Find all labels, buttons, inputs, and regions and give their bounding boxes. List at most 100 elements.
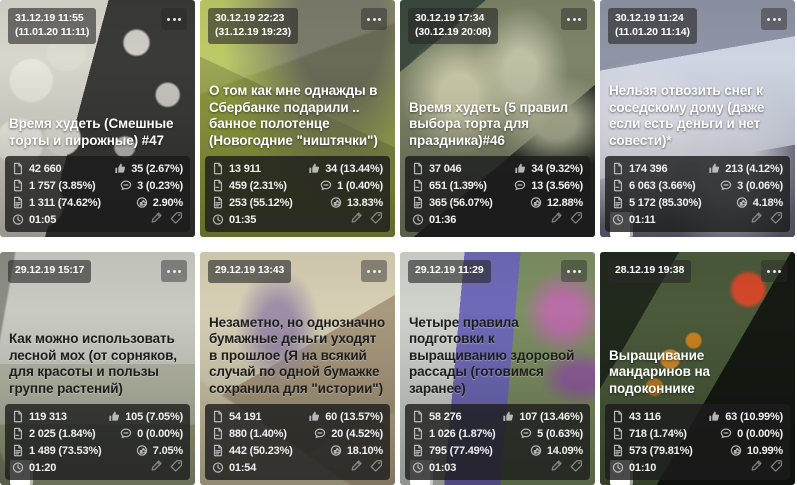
publication-title[interactable]: Нельзя отвозить снег к соседскому дому (… <box>609 83 765 148</box>
stat-read-time: 01:05 <box>12 213 56 226</box>
tag-icon[interactable] <box>370 459 383 477</box>
kebab-menu-icon[interactable] <box>761 8 787 30</box>
stat-reads-value: 880 (1.40%) <box>229 427 287 440</box>
kebab-dot <box>167 17 170 21</box>
page-read-icon <box>612 427 624 440</box>
publication-title[interactable]: Время худеть (Смешные торты и пирожные) … <box>9 116 174 148</box>
tag-icon[interactable] <box>170 211 183 229</box>
publication-stats-panel: 174 396 213 (4.12%) 6 063 (3.66%) 3 (0.0… <box>605 156 790 232</box>
stats-row-fullreads-engagement: 573 (79.81%) 10.99% <box>612 443 783 458</box>
kebab-dot <box>572 17 576 21</box>
page-read-icon <box>12 179 24 192</box>
stat-engagement-value: 7.05% <box>152 444 183 457</box>
stats-row-fullreads-engagement: 1 311 (74.62%) 2.90% <box>12 195 183 210</box>
stats-row-reads-comments: 459 (2.31%) 1 (0.40%) <box>212 178 383 193</box>
thumbs-up-circle-icon <box>136 444 148 457</box>
stat-engagement-value: 4.18% <box>752 196 783 209</box>
stat-reads: 459 (2.31%) <box>212 179 287 192</box>
publication-card[interactable]: 29.12.19 15:17 Как можно использовать ле… <box>0 252 195 485</box>
kebab-dot <box>767 17 770 21</box>
page-read-icon <box>412 427 424 440</box>
thumbs-up-icon <box>108 410 120 423</box>
stat-full-reads-value: 1 311 (74.62%) <box>29 196 101 209</box>
stat-comments: 3 (0.23%) <box>120 179 183 192</box>
tag-icon[interactable] <box>170 459 183 477</box>
publication-card[interactable]: 30.12.19 17:34 (30.12.19 20:08) Время ху… <box>400 0 595 237</box>
share-link-icon[interactable] <box>350 459 363 477</box>
stats-row-views-likes: 119 313 105 (7.05%) <box>12 409 183 424</box>
publication-card[interactable]: 30.12.19 22:23 (31.12.19 19:23) О том ка… <box>200 0 395 237</box>
tag-icon[interactable] <box>570 459 583 477</box>
stat-likes-value: 34 (13.44%) <box>325 162 383 175</box>
share-link-icon[interactable] <box>150 459 163 477</box>
clock-icon <box>12 461 24 474</box>
stats-row-reads-comments: 2 025 (1.84%) 0 (0.00%) <box>12 426 183 441</box>
publication-date-badge: 29.12.19 11:29 <box>408 260 491 283</box>
stat-full-reads: 1 311 (74.62%) <box>12 196 101 209</box>
stats-row-time-actions: 01:03 <box>412 459 583 477</box>
document-icon <box>612 410 624 423</box>
publication-title[interactable]: Как можно использовать лесной мох (от со… <box>9 331 177 396</box>
stats-row-time-actions: 01:20 <box>12 459 183 477</box>
stat-views: 37 046 <box>412 162 462 175</box>
publication-title[interactable]: Незаметно, но однозначно бумажные деньги… <box>209 314 386 396</box>
publication-title[interactable]: Выращивание мандаринов на подоконнике <box>609 347 710 396</box>
kebab-dot <box>567 17 570 21</box>
publication-title[interactable]: О том как мне однажды в Сбербанке подари… <box>209 83 378 148</box>
publication-card[interactable]: 29.12.19 11:29 Четыре правила подготовки… <box>400 252 595 485</box>
stats-row-fullreads-engagement: 442 (50.23%) 18.10% <box>212 443 383 458</box>
publication-title[interactable]: Время худеть (5 правил выбора торта для … <box>409 99 568 148</box>
tag-icon[interactable] <box>770 211 783 229</box>
comment-bubble-icon <box>314 427 326 440</box>
kebab-menu-icon[interactable] <box>361 260 387 282</box>
stat-reads-value: 6 063 (3.66%) <box>629 179 696 192</box>
publication-card[interactable]: 28.12.19 19:38 Выращивание мандаринов на… <box>600 252 795 485</box>
publication-date-badge: 28.12.19 19:38 <box>608 260 692 283</box>
share-link-icon[interactable] <box>150 211 163 229</box>
share-link-icon[interactable] <box>750 211 763 229</box>
kebab-menu-icon[interactable] <box>361 8 387 30</box>
stats-row-views-likes: 43 116 63 (10.99%) <box>612 409 783 424</box>
kebab-dot <box>772 17 776 21</box>
kebab-menu-icon[interactable] <box>161 260 187 282</box>
share-link-icon[interactable] <box>350 211 363 229</box>
stat-read-time-value: 01:35 <box>229 213 257 226</box>
publication-stats-panel: 54 191 60 (13.57%) 880 (1.40%) 20 (4.52%… <box>205 404 390 480</box>
kebab-dot <box>572 269 576 273</box>
tag-icon[interactable] <box>770 459 783 477</box>
publication-title[interactable]: Четыре правила подготовки к выращиванию … <box>409 314 575 396</box>
publication-card[interactable]: 30.12.19 11:24 (11.01.20 11:14) Нельзя о… <box>600 0 795 237</box>
stat-reads: 651 (1.39%) <box>412 179 487 192</box>
share-link-icon[interactable] <box>550 459 563 477</box>
stat-comments-value: 3 (0.06%) <box>737 179 783 192</box>
kebab-menu-icon[interactable] <box>561 260 587 282</box>
stat-views-value: 42 660 <box>29 162 62 175</box>
stat-comments-value: 5 (0.63%) <box>537 427 583 440</box>
tag-icon[interactable] <box>570 211 583 229</box>
share-link-icon[interactable] <box>550 211 563 229</box>
clock-icon <box>612 461 624 474</box>
kebab-menu-icon[interactable] <box>561 8 587 30</box>
stat-views-value: 119 313 <box>29 410 67 423</box>
comment-bubble-icon <box>720 179 732 192</box>
stat-comments: 20 (4.52%) <box>314 427 383 440</box>
kebab-dot <box>372 17 376 21</box>
kebab-menu-icon[interactable] <box>761 260 787 282</box>
stat-comments: 5 (0.63%) <box>520 427 583 440</box>
publication-card[interactable]: 29.12.19 13:43 Незаметно, но однозначно … <box>200 252 395 485</box>
card-actions <box>750 459 783 477</box>
stat-likes: 60 (13.57%) <box>308 410 383 423</box>
kebab-menu-icon[interactable] <box>161 8 187 30</box>
stats-row-reads-comments: 651 (1.39%) 13 (3.56%) <box>412 178 583 193</box>
comment-bubble-icon <box>514 179 526 192</box>
share-link-icon[interactable] <box>750 459 763 477</box>
stat-reads: 718 (1.74%) <box>612 427 687 440</box>
kebab-dot <box>167 269 170 273</box>
comment-bubble-icon <box>120 427 132 440</box>
tag-icon[interactable] <box>370 211 383 229</box>
stat-full-reads: 5 172 (85.30%) <box>612 196 702 209</box>
stat-likes: 34 (13.44%) <box>308 162 383 175</box>
stat-views: 174 396 <box>612 162 668 175</box>
publication-card[interactable]: 31.12.19 11:55 (11.01.20 11:11) Время ху… <box>0 0 195 237</box>
stat-likes-value: 60 (13.57%) <box>325 410 383 423</box>
